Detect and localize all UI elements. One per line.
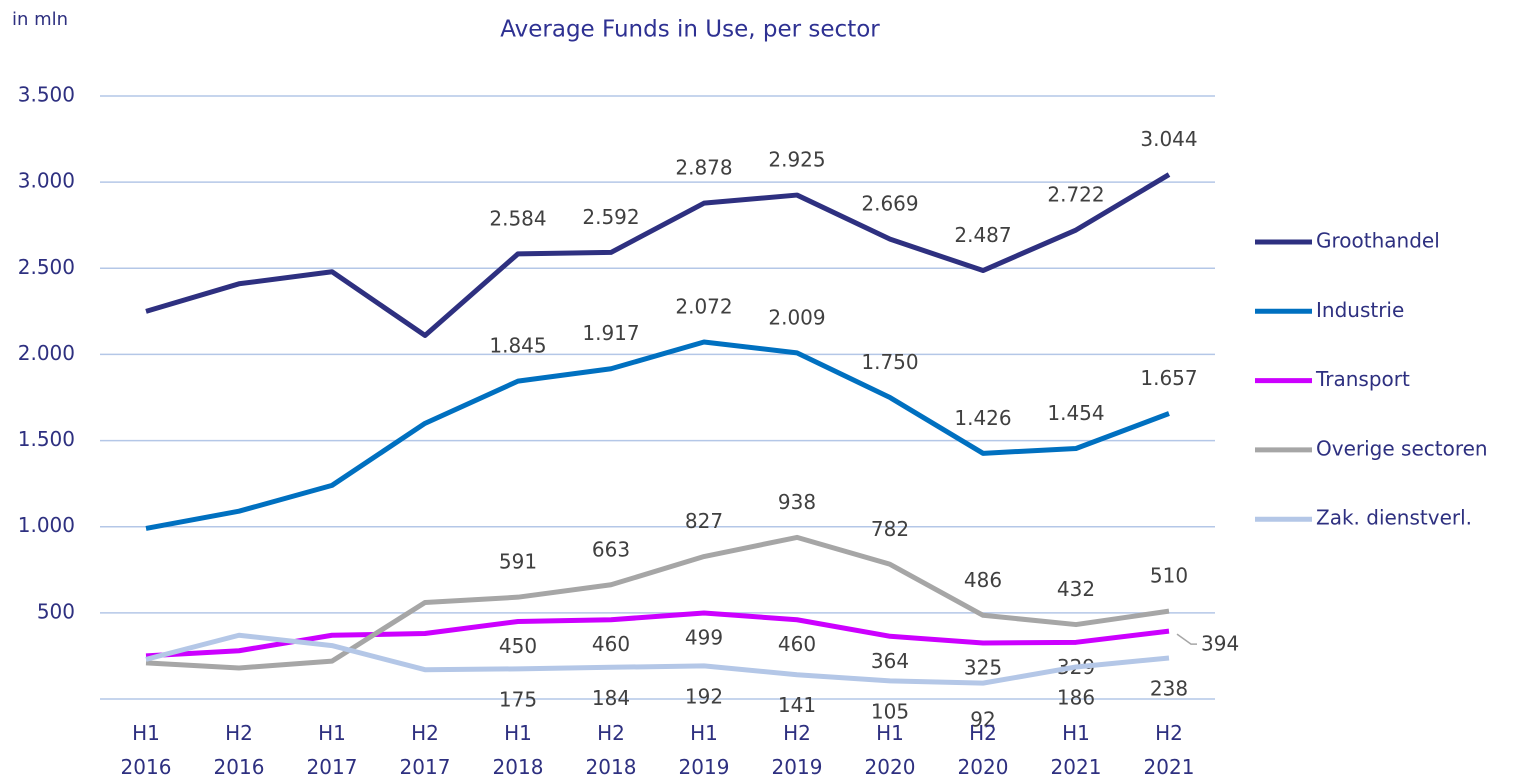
series-line [145, 534, 1170, 671]
x-tick-label: H1 2019 [678, 721, 730, 779]
data-label: 2.009 [768, 305, 825, 329]
data-label: 364 [871, 649, 909, 673]
data-label: 1.657 [1140, 366, 1197, 390]
data-label: 2.487 [954, 223, 1011, 247]
data-label: 2.592 [582, 205, 639, 229]
x-tick-label: H1 2016 [120, 721, 172, 779]
legend-label: Industrie [1316, 298, 1404, 322]
y-tick-label: 2.500 [18, 255, 75, 279]
data-label: 2.925 [768, 148, 825, 172]
data-label: 2.669 [861, 192, 918, 216]
data-label: 432 [1057, 577, 1095, 601]
data-label: 450 [499, 634, 537, 658]
x-tick-label: H1 2021 [1050, 721, 1102, 779]
data-label: 141 [778, 693, 816, 717]
x-tick-label: H2 2017 [399, 721, 451, 779]
y-tick-label: 3.500 [18, 83, 75, 107]
data-label: 460 [592, 632, 630, 656]
data-label: 460 [778, 632, 816, 656]
x-tick-label: H2 2021 [1143, 721, 1195, 779]
series-line [145, 632, 1170, 686]
x-tick-label: H2 2016 [213, 721, 265, 779]
data-label: 510 [1150, 564, 1188, 588]
x-tick-label: H1 2020 [864, 721, 916, 779]
series-line [145, 172, 1171, 338]
x-tick-label: H1 2018 [492, 721, 544, 779]
leader-line [1176, 633, 1197, 645]
x-tick-label: H2 2020 [957, 721, 1009, 779]
series-line [145, 339, 1170, 531]
data-label: 1.845 [489, 334, 546, 358]
data-label: 1.454 [1047, 401, 1104, 425]
data-label: 827 [685, 509, 723, 533]
data-label: 238 [1150, 676, 1188, 700]
data-label: 3.044 [1140, 127, 1197, 151]
legend-label: Groothandel [1316, 229, 1440, 253]
data-label: 938 [778, 490, 816, 514]
data-label: 2.722 [1047, 183, 1104, 207]
data-label: 499 [685, 626, 723, 650]
data-label: 105 [871, 699, 909, 723]
y-tick-label: 3.000 [18, 169, 75, 193]
data-label: 2.072 [675, 295, 732, 319]
y-tick-label: 1.000 [18, 513, 75, 537]
y-tick-label: 500 [37, 599, 75, 623]
data-label: 782 [871, 517, 909, 541]
data-label: 2.878 [675, 156, 732, 180]
data-label: 184 [592, 686, 630, 710]
data-label: 186 [1057, 685, 1095, 709]
legend-label: Overige sectoren [1316, 436, 1488, 460]
y-axis-label: in mln [12, 9, 68, 30]
legend-label: Zak. dienstverl. [1316, 506, 1472, 530]
data-label: 92 [970, 708, 995, 732]
data-label: 1.750 [861, 350, 918, 374]
x-tick-label: H2 2018 [585, 721, 637, 779]
data-label: 1.426 [954, 406, 1011, 430]
series-line [145, 610, 1170, 659]
data-label: 175 [499, 687, 537, 711]
data-label: 2.584 [489, 206, 546, 230]
y-tick-label: 1.500 [18, 427, 75, 451]
data-label: 1.917 [582, 321, 639, 345]
data-label: 486 [964, 568, 1002, 592]
x-tick-label: H1 2017 [306, 721, 358, 779]
data-label: 325 [964, 656, 1002, 680]
data-label: 192 [685, 684, 723, 708]
data-label: 663 [592, 537, 630, 561]
data-label: 394 [1201, 632, 1239, 656]
x-tick-label: H2 2019 [771, 721, 823, 779]
chart-title: Average Funds in Use, per sector [500, 17, 880, 43]
y-tick-label: 2.000 [18, 341, 75, 365]
data-label: 591 [499, 550, 537, 574]
legend-label: Transport [1315, 367, 1410, 391]
